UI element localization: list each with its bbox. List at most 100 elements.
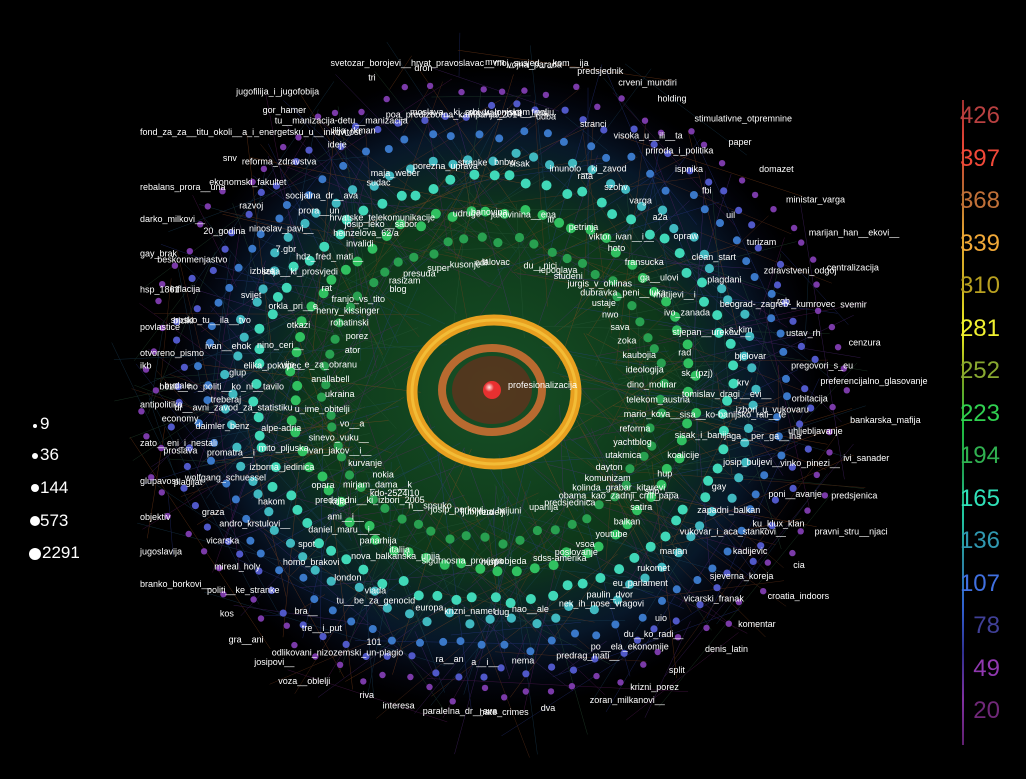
graph-node[interactable] [236,550,244,558]
node-label[interactable]: 101 [367,637,382,647]
graph-node[interactable] [430,208,441,219]
graph-node[interactable] [592,631,601,640]
node-label[interactable]: tu__be_za_genocid [337,596,416,606]
graph-node[interactable] [717,409,728,419]
node-label[interactable]: henry_kissinger [316,305,379,315]
graph-node[interactable] [488,101,496,110]
graph-node[interactable] [426,683,433,691]
graph-node[interactable] [810,256,817,263]
graph-node[interactable] [700,141,708,148]
graph-node[interactable] [520,127,529,136]
graph-node[interactable] [200,548,208,555]
graph-node[interactable] [728,360,739,371]
graph-node[interactable] [158,489,165,496]
graph-node[interactable] [826,449,833,456]
graph-node[interactable] [529,563,540,574]
graph-node[interactable] [360,678,367,685]
node-label[interactable]: visoka_u__ili__ta [614,131,683,141]
node-label[interactable]: tre__i_put [302,623,343,633]
graph-node[interactable] [689,191,698,199]
graph-node[interactable] [362,652,370,661]
node-label[interactable]: josip_perkovi__ [430,505,495,515]
graph-node[interactable] [568,158,578,168]
node-label[interactable]: ideje [328,139,347,149]
graph-node[interactable] [600,126,608,134]
graph-node[interactable] [326,410,336,420]
graph-node[interactable] [279,609,287,617]
node-label[interactable]: nwo [602,310,619,320]
graph-node[interactable] [383,652,391,660]
node-label[interactable]: predrag_mati__fred [468,108,547,118]
graph-node[interactable] [407,673,414,681]
graph-node[interactable] [779,347,788,356]
graph-node[interactable] [248,396,259,407]
node-label[interactable]: opraw [674,231,699,241]
graph-node[interactable] [292,504,303,515]
graph-node[interactable] [461,531,471,541]
node-label[interactable]: tu__manizacija-detu__manizacija [275,116,408,126]
graph-node[interactable] [807,404,815,412]
graph-node[interactable] [505,598,516,608]
graph-node[interactable] [797,342,806,350]
node-label[interactable]: franjo_vs_tito [332,294,386,304]
graph-node[interactable] [272,292,283,302]
node-label[interactable]: maja_weber [371,168,420,178]
graph-node[interactable] [767,314,776,323]
graph-node[interactable] [511,566,522,577]
graph-node[interactable] [387,636,396,645]
graph-node[interactable] [432,590,443,601]
graph-node[interactable] [310,565,320,575]
graph-node[interactable] [469,169,480,180]
graph-node[interactable] [275,214,284,223]
graph-node[interactable] [681,267,692,278]
graph-node[interactable] [317,392,327,402]
graph-node[interactable] [236,314,246,325]
node-label[interactable]: bra__ [295,606,319,616]
graph-node[interactable] [292,158,300,166]
graph-node[interactable] [251,379,262,389]
graph-node[interactable] [173,318,181,326]
node-label[interactable]: turizam [747,237,777,247]
graph-node[interactable] [367,243,378,254]
node-label[interactable]: spot [298,539,316,549]
node-label[interactable]: zapadni_balkan [697,505,760,515]
node-label[interactable]: priroda_i_politika [645,146,713,156]
graph-node[interactable] [728,378,739,389]
graph-node[interactable] [220,591,227,598]
graph-node[interactable] [582,514,592,524]
node-label[interactable]: dayton [596,462,623,472]
graph-node[interactable] [167,423,175,431]
node-label[interactable]: paulin_dvor [587,590,634,600]
node-label[interactable]: promatra__i [207,447,255,457]
graph-node[interactable] [550,525,560,535]
node-label[interactable]: prora__un [298,206,339,216]
graph-node[interactable] [674,634,682,641]
graph-node[interactable] [513,100,521,108]
graph-node[interactable] [781,299,790,307]
graph-node[interactable] [304,462,315,473]
graph-node[interactable] [330,334,340,344]
graph-node[interactable] [774,432,783,441]
node-label[interactable]: invalidi [346,239,374,249]
graph-node[interactable] [164,512,171,520]
graph-node[interactable] [207,322,216,331]
graph-node[interactable] [732,236,741,245]
node-label[interactable]: eu_parlament [613,578,669,588]
graph-node[interactable] [748,400,758,410]
graph-node[interactable] [304,255,315,266]
node-label[interactable]: vije__e_za_obranu [281,359,357,369]
node-label[interactable]: 7.gbr [276,244,297,254]
graph-node[interactable] [548,590,559,601]
node-label[interactable]: vsoa [576,539,595,549]
graph-node[interactable] [283,622,290,629]
node-label[interactable]: hrvatske_telekomunikacije [329,213,435,223]
node-label[interactable]: hup [657,469,672,479]
graph-node[interactable] [606,179,616,189]
graph-node[interactable] [656,358,666,368]
graph-node[interactable] [174,383,182,391]
graph-node[interactable] [548,663,556,671]
graph-node[interactable] [466,206,477,217]
node-label[interactable]: nao__ale [512,604,549,614]
graph-node[interactable] [545,160,555,170]
node-label[interactable]: reforma_zdravstva [242,157,317,167]
